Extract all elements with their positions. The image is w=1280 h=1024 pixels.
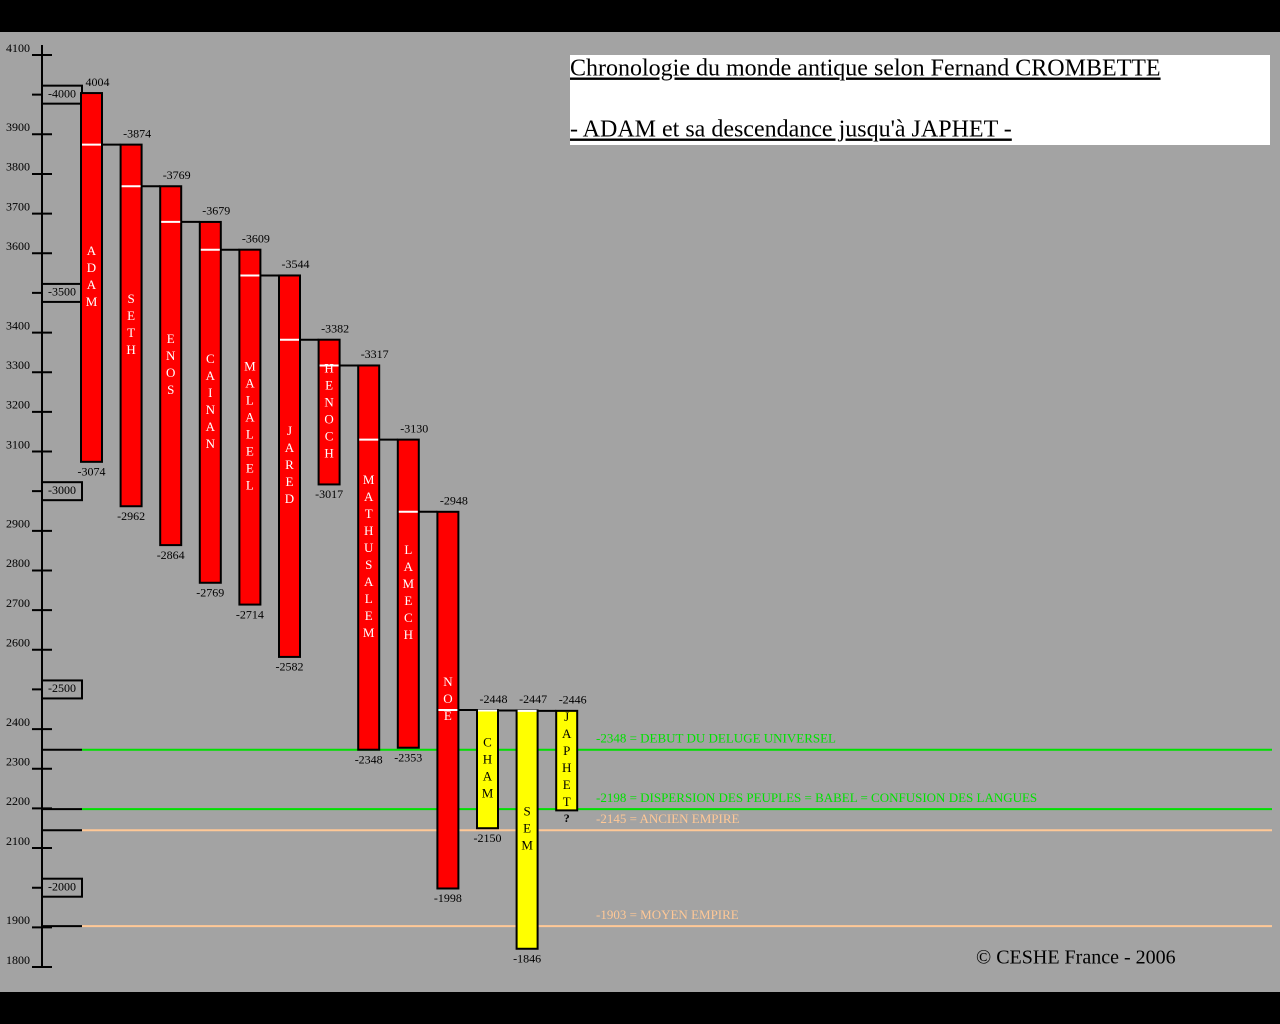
y-tick-label: -4000 (48, 86, 76, 100)
tick-box (41, 679, 83, 700)
reference-label: -1903 = MOYEN EMPIRE (596, 907, 739, 922)
end-note: ? (564, 811, 570, 825)
y-tick-label: 2100 (6, 834, 30, 848)
life-bar (357, 364, 381, 751)
bottom-band (0, 992, 1280, 1024)
reference-label: -2198 = DISPERSION DES PEUPLES = BABEL =… (596, 790, 1037, 805)
y-tick-label: 2300 (6, 754, 30, 768)
y-tick-label: 2700 (6, 596, 30, 610)
start-label: -3769 (163, 168, 191, 182)
start-label: -2446 (559, 693, 587, 707)
life-bar (317, 338, 341, 486)
y-tick-label: 3100 (6, 437, 30, 451)
end-label: -1998 (434, 891, 462, 905)
end-label: -2348 (355, 752, 383, 766)
life-bar (278, 274, 301, 658)
top-band (0, 0, 1280, 32)
end-label: -2769 (196, 586, 224, 600)
life-bar (555, 709, 579, 812)
end-label: -1846 (513, 952, 541, 966)
end-label: -2150 (474, 831, 502, 845)
end-label: -2864 (157, 548, 185, 562)
life-bar (119, 143, 143, 508)
end-label: -2714 (236, 607, 264, 621)
end-label: -2353 (394, 750, 422, 764)
y-tick-label: 3400 (6, 318, 30, 332)
life-bar (238, 248, 262, 606)
start-label: -3874 (123, 126, 151, 140)
y-tick-label: 2400 (6, 715, 30, 729)
end-label: -2962 (117, 509, 145, 523)
life-bar (436, 510, 460, 890)
start-label: -2447 (519, 692, 547, 706)
life-bar (396, 438, 420, 749)
life-bar (198, 220, 222, 584)
life-bar (80, 92, 103, 463)
y-tick-label: -2000 (48, 879, 76, 893)
tick-box (41, 877, 83, 898)
y-tick-label: 1900 (6, 913, 30, 927)
start-label: -3130 (400, 421, 428, 435)
y-tick-label: 3600 (6, 239, 30, 253)
tick-box (41, 481, 83, 502)
y-tick-label: 2800 (6, 556, 30, 570)
start-label: -3317 (361, 347, 389, 361)
start-label: 4004 (86, 75, 110, 89)
y-tick-label: 2600 (6, 636, 30, 650)
start-label: -2448 (480, 692, 508, 706)
background (0, 32, 1280, 992)
end-label: -3017 (315, 487, 343, 501)
chart-title: Chronologie du monde antique selon Ferna… (570, 56, 1161, 82)
y-tick-label: 1800 (6, 953, 30, 967)
y-tick-label: -3500 (48, 285, 76, 299)
y-tick-label: 2900 (6, 517, 30, 531)
y-tick-label: -3000 (48, 483, 76, 497)
start-label: -2948 (440, 494, 468, 508)
y-tick-label: -2500 (48, 681, 76, 695)
y-tick-label: 3200 (6, 398, 30, 412)
y-tick-label: 2200 (6, 794, 30, 808)
start-label: -3679 (202, 204, 230, 218)
copyright: © CESHE France - 2006 (976, 947, 1176, 969)
chart-subtitle: - ADAM et sa descendance jusqu'à JAPHET … (570, 117, 1012, 143)
start-label: -3609 (242, 231, 270, 245)
y-tick-label: 4100 (6, 41, 30, 55)
end-label: -3074 (78, 465, 106, 479)
start-label: -3544 (282, 257, 310, 271)
y-tick-label: 3900 (6, 120, 30, 134)
y-tick-label: 3300 (6, 358, 30, 372)
start-label: -3382 (321, 321, 349, 335)
y-tick-label: 3700 (6, 199, 30, 213)
end-label: -2582 (276, 660, 304, 674)
reference-label: -2348 = DEBUT DU DELUGE UNIVERSEL (596, 731, 836, 746)
title-box (570, 55, 1270, 145)
life-bar (159, 185, 183, 547)
y-tick-label: 3800 (6, 160, 30, 174)
reference-label: -2145 = ANCIEN EMPIRE (596, 811, 740, 826)
